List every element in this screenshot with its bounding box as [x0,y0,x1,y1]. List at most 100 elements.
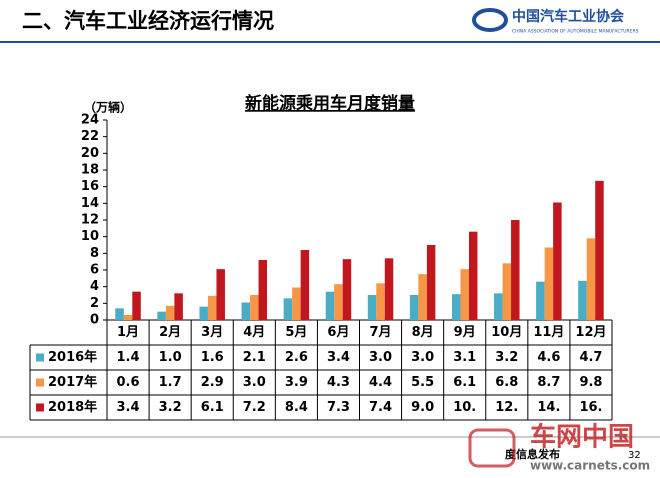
table-value: 1.6 [201,350,224,365]
legend-label: 2018年 [48,399,97,415]
bar [123,315,133,320]
x-tick-label: 1月 [117,325,139,340]
bar [451,294,461,320]
page-number: 32 [628,450,641,461]
y-tick-label: 22 [81,129,99,144]
bar [334,284,343,320]
bar [207,295,217,320]
y-tick-label: 20 [81,146,99,161]
table-value: 3.2 [159,400,182,415]
y-tick-label: 16 [81,179,99,194]
table-value: 3.0 [369,350,392,365]
bar [376,283,385,320]
x-tick-label: 9月 [454,325,476,340]
logo-subtitle: CHINA ASSOCIATION OF AUTOMOBILE MANUFACT… [512,29,639,35]
bar [241,302,251,320]
table-value: 1.0 [159,350,182,365]
x-tick-label: 10月 [491,325,522,340]
logo-name: 中国汽车工业协会 [512,8,625,25]
bar [502,263,512,320]
bar [460,269,469,320]
x-tick-label: 7月 [370,325,392,340]
watermark: 车网中国 [530,422,634,453]
table-value: 3.0 [411,350,434,365]
y-axis-label: （万辆） [84,100,132,115]
x-tick-label: 8月 [412,325,434,340]
table-value: 2.6 [285,350,308,365]
watermark-icon [468,428,516,468]
table-value: 9.8 [579,375,602,390]
footer-text: 度信息发布 [505,447,560,461]
y-tick-label: 12 [81,213,99,228]
table-value: 4.7 [579,350,602,365]
table-value: 12. [495,400,518,415]
table-value: 7.2 [243,400,266,415]
legend-swatch [36,353,44,362]
slide-title: 二、汽车工业经济运行情况 [22,9,274,33]
x-tick-label: 2月 [159,325,181,340]
bar [468,231,478,320]
x-tick-label: 3月 [201,325,223,340]
legend-label: 2017年 [48,374,97,390]
bar [174,293,183,320]
bar [409,295,419,320]
table-value: 3.4 [327,350,350,365]
table-value: 6.8 [495,375,518,390]
bar [342,259,352,320]
bar [384,258,394,320]
table-value: 0.6 [117,375,140,390]
bar [544,247,554,320]
bar [250,295,259,320]
table-value: 8.7 [537,375,560,390]
legend-swatch [36,378,44,387]
table-value: 5.5 [411,375,434,390]
watermark-url: www.carnets.com [530,459,650,473]
logo-mark [472,8,508,32]
bar [536,281,545,320]
table-value: 3.0 [243,375,266,390]
bar [300,250,310,320]
bar [283,298,293,320]
table-value: 9.0 [411,400,434,415]
table-value: 8.4 [285,400,308,415]
bar [418,274,427,320]
y-tick-label: 14 [81,196,99,211]
bar [115,308,124,320]
table-value: 10. [453,400,476,415]
bar [216,269,225,320]
bar [511,220,520,320]
table-value: 6.1 [453,375,476,390]
y-tick-label: 24 [81,113,99,128]
table-value: 4.4 [369,375,392,390]
bar [132,291,141,320]
y-tick-label: 6 [90,263,99,278]
bar [494,293,503,320]
x-tick-label: 11月 [533,325,564,340]
table-value: 7.3 [327,400,350,415]
bar [165,305,175,320]
table-value: 16. [579,400,602,415]
bar [426,245,436,320]
x-tick-label: 5月 [285,325,307,340]
x-tick-label: 4月 [243,325,265,340]
table-value: 7.4 [369,400,392,415]
table-value: 3.1 [453,350,476,365]
bar [292,287,301,320]
table-value: 4.6 [537,350,560,365]
y-tick-label: 18 [81,163,99,178]
table-value: 2.1 [243,350,266,365]
y-tick-label: 2 [90,296,99,311]
table-value: 4.3 [327,375,350,390]
x-tick-label: 6月 [327,325,349,340]
bar [586,238,596,320]
bar [258,260,268,320]
bar [553,202,562,320]
table-value: 1.7 [159,375,182,390]
table-value: 3.4 [117,400,140,415]
legend-swatch [36,403,44,412]
bar [199,306,208,320]
bar [595,180,604,320]
table-value: 1.4 [117,350,140,365]
table-value: 2.9 [201,375,224,390]
